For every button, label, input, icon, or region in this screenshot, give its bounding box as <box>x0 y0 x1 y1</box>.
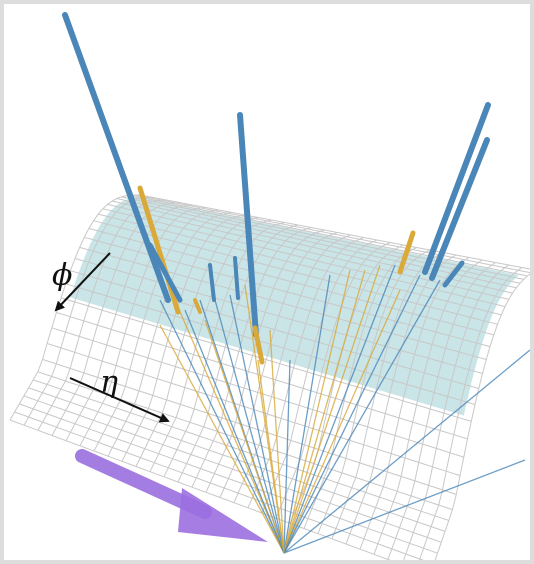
event-display: ϕ η <box>0 0 534 564</box>
page: ϕ η (() => { const data = JSON.parse(doc… <box>0 0 534 564</box>
phi-label: ϕ <box>52 258 72 293</box>
eta-label: η <box>100 365 118 400</box>
